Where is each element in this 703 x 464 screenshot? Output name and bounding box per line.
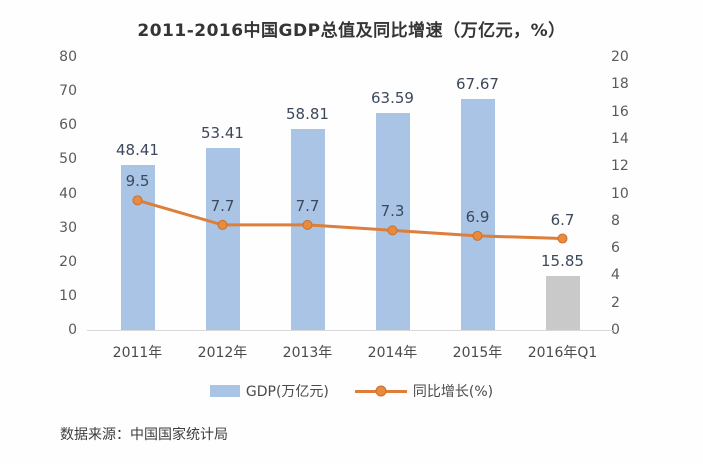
left-axis-tick: 80 [59,49,77,65]
x-axis-label: 2011年 [112,345,163,361]
right-axis-tick: 18 [611,76,629,93]
legend-label-growth: 同比增长(%) [412,384,494,400]
growth-value-label: 6.7 [550,210,575,229]
right-axis-tick: 0 [611,322,620,338]
right-axis-tick: 20 [611,49,629,65]
gdp-value-label: 53.41 [201,123,244,142]
left-axis-tick: 70 [59,83,77,100]
right-axis-tick: 12 [611,158,629,175]
legend: GDP(万亿元) 同比增长(%) [0,381,703,401]
gdp-value-label: 15.85 [541,251,584,270]
growth-value-label: 7.3 [380,202,405,221]
x-axis-label: 2014年 [367,345,418,361]
growth-marker [557,233,568,244]
gdp-bar-swatch-icon [209,385,240,397]
legend-label-gdp: GDP(万亿元) [245,384,329,400]
growth-value-label: 7.7 [295,196,320,215]
left-axis-tick: 60 [59,117,77,134]
left-axis-tick: 40 [59,185,77,202]
growth-value-label: 6.9 [465,207,490,226]
left-axis-tick: 20 [59,253,77,270]
right-axis-tick: 8 [611,212,620,229]
gdp-bar [290,129,325,330]
gdp-bar [205,147,240,330]
right-axis-tick: 4 [611,267,620,284]
left-axis-tick: 0 [68,322,77,338]
gdp-bar [120,164,155,330]
legend-item-gdp: GDP(万亿元) [209,381,329,401]
data-source-note: 数据来源：中国国家统计局 [60,427,228,443]
gdp-value-label: 67.67 [456,75,499,94]
right-axis-tick: 16 [611,103,629,120]
gdp-value-label: 63.59 [371,88,414,107]
gdp-bar [545,275,580,330]
left-axis-tick: 10 [59,287,77,304]
right-axis-tick: 2 [611,294,620,311]
chart-title: 2011-2016中国GDP总值及同比增速（万亿元，%） [137,21,566,41]
gdp-bar [375,112,410,330]
right-axis-tick: 14 [611,130,629,147]
left-axis-tick: 30 [59,219,77,236]
right-axis-tick: 6 [611,240,620,257]
right-axis-tick: 10 [611,185,629,202]
x-axis-label: 2016年Q1 [527,345,598,361]
growth-line-swatch-dot [375,385,387,397]
legend-item-growth: 同比增长(%) [354,381,494,401]
growth-line-swatch-icon [354,385,407,397]
x-axis-label: 2012年 [197,345,248,361]
gdp-value-label: 58.81 [286,105,329,124]
growth-value-label: 7.7 [210,196,235,215]
x-axis-baseline [87,330,613,331]
x-axis-label: 2013年 [282,345,333,361]
x-axis-label: 2015年 [452,345,503,361]
left-axis-tick: 50 [59,151,77,168]
gdp-value-label: 48.41 [116,140,159,159]
growth-value-label: 9.5 [125,172,150,191]
